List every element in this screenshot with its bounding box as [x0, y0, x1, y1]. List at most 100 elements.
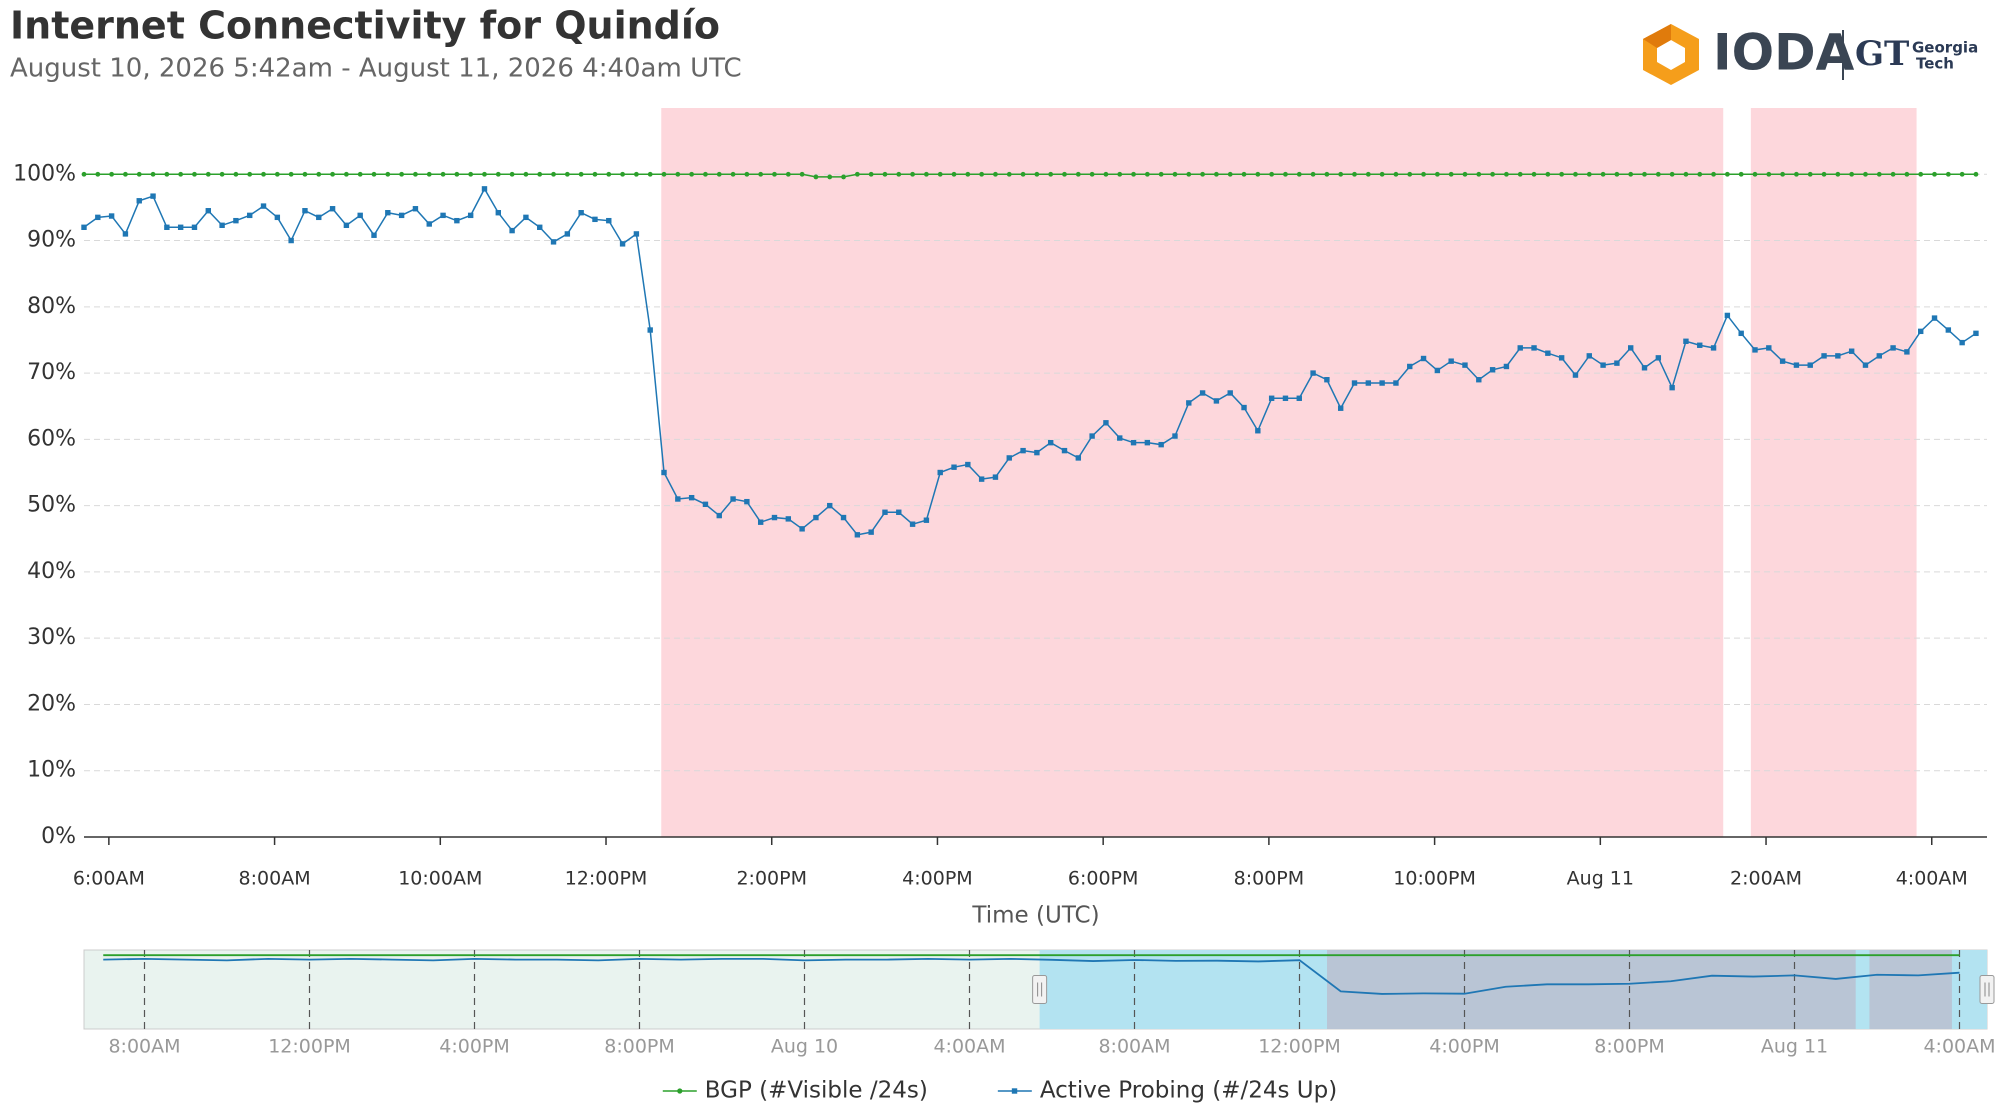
data-point	[910, 171, 915, 177]
navigator-handle[interactable]	[1979, 975, 1995, 1004]
data-point	[1393, 171, 1399, 177]
data-point	[882, 509, 888, 515]
data-point	[316, 214, 322, 221]
data-point	[1766, 171, 1772, 177]
data-point	[868, 529, 874, 535]
x-tick-label: 10:00AM	[398, 868, 482, 890]
data-point	[1462, 362, 1468, 368]
data-point	[1130, 439, 1137, 446]
data-point	[799, 171, 805, 177]
data-point	[1324, 377, 1330, 383]
data-point	[385, 210, 391, 216]
data-point	[1794, 171, 1799, 177]
data-point	[633, 171, 639, 177]
data-point	[1821, 353, 1827, 359]
navigator-tick-label: 12:00PM	[1258, 1036, 1341, 1058]
x-tick-label: 4:00PM	[902, 868, 973, 890]
data-point	[1199, 390, 1206, 396]
data-point	[840, 514, 847, 521]
data-point	[1973, 171, 1979, 177]
x-tick-label: 10:00PM	[1393, 868, 1476, 890]
data-point	[564, 171, 570, 177]
data-point	[1642, 171, 1647, 177]
data-point	[1117, 435, 1123, 441]
data-point	[537, 224, 543, 230]
data-point	[1393, 380, 1399, 386]
y-tick-label: 30%	[27, 625, 76, 650]
x-tick-label: 8:00AM	[239, 868, 311, 890]
data-point	[730, 171, 736, 177]
navigator-handle[interactable]	[1032, 975, 1048, 1004]
logo-text: IODA	[1713, 24, 1855, 82]
data-point	[399, 171, 405, 177]
data-point	[343, 222, 350, 229]
data-point	[1089, 433, 1095, 439]
data-point	[81, 224, 87, 230]
data-point	[261, 171, 266, 177]
data-point	[1931, 315, 1938, 321]
data-point	[1476, 171, 1482, 177]
data-point	[1048, 171, 1054, 177]
data-point	[509, 227, 515, 234]
data-point	[1904, 349, 1910, 355]
data-point	[1186, 400, 1192, 406]
data-point	[1863, 171, 1868, 177]
data-point	[1821, 171, 1827, 177]
data-point	[1407, 363, 1413, 370]
data-point	[523, 171, 529, 177]
data-point	[247, 212, 253, 219]
data-point	[1517, 345, 1523, 351]
data-point	[1793, 362, 1800, 368]
data-point	[426, 171, 432, 177]
data-point	[191, 224, 198, 230]
data-point	[81, 171, 87, 177]
data-point	[1849, 171, 1855, 177]
y-tick-label: 0%	[41, 824, 76, 849]
data-point	[647, 171, 653, 177]
data-point	[219, 222, 225, 229]
x-tick-label: 12:00PM	[565, 868, 648, 890]
data-point	[1186, 171, 1192, 177]
data-point	[951, 464, 957, 470]
data-point	[1117, 171, 1123, 177]
data-point	[371, 171, 377, 177]
data-point	[1628, 345, 1634, 351]
data-point	[316, 171, 322, 177]
data-point	[1296, 395, 1302, 401]
y-tick-label: 60%	[27, 426, 76, 451]
x-tick-label: 2:00PM	[736, 868, 807, 890]
data-point	[108, 213, 115, 219]
navigator-tick-label: 8:00AM	[1098, 1036, 1170, 1058]
data-point	[1448, 358, 1454, 364]
data-point	[1310, 370, 1316, 376]
data-point	[1379, 171, 1385, 177]
data-point	[924, 171, 929, 177]
data-point	[509, 171, 515, 177]
data-point	[1669, 171, 1675, 177]
data-point	[205, 171, 211, 177]
data-point	[1075, 455, 1082, 461]
data-point	[551, 171, 556, 177]
data-point	[537, 171, 543, 177]
data-point	[136, 171, 142, 177]
data-point	[785, 171, 791, 177]
data-point	[1683, 338, 1689, 344]
data-point	[164, 171, 170, 177]
data-point	[619, 241, 626, 247]
navigator-tick-label: 4:00PM	[1429, 1036, 1500, 1058]
data-point	[495, 171, 501, 177]
data-point	[896, 171, 902, 177]
data-point	[606, 171, 612, 177]
data-point	[771, 514, 778, 521]
data-point	[813, 174, 819, 180]
data-point	[757, 519, 764, 525]
x-axis-label: Time (UTC)	[971, 903, 1099, 929]
y-tick-label: 20%	[27, 691, 76, 716]
data-point	[95, 214, 101, 221]
data-point	[1835, 171, 1841, 177]
data-point	[1310, 171, 1316, 177]
data-point	[1641, 365, 1648, 371]
data-point	[1489, 367, 1496, 373]
data-point	[233, 171, 239, 177]
y-tick-label: 50%	[27, 493, 76, 518]
